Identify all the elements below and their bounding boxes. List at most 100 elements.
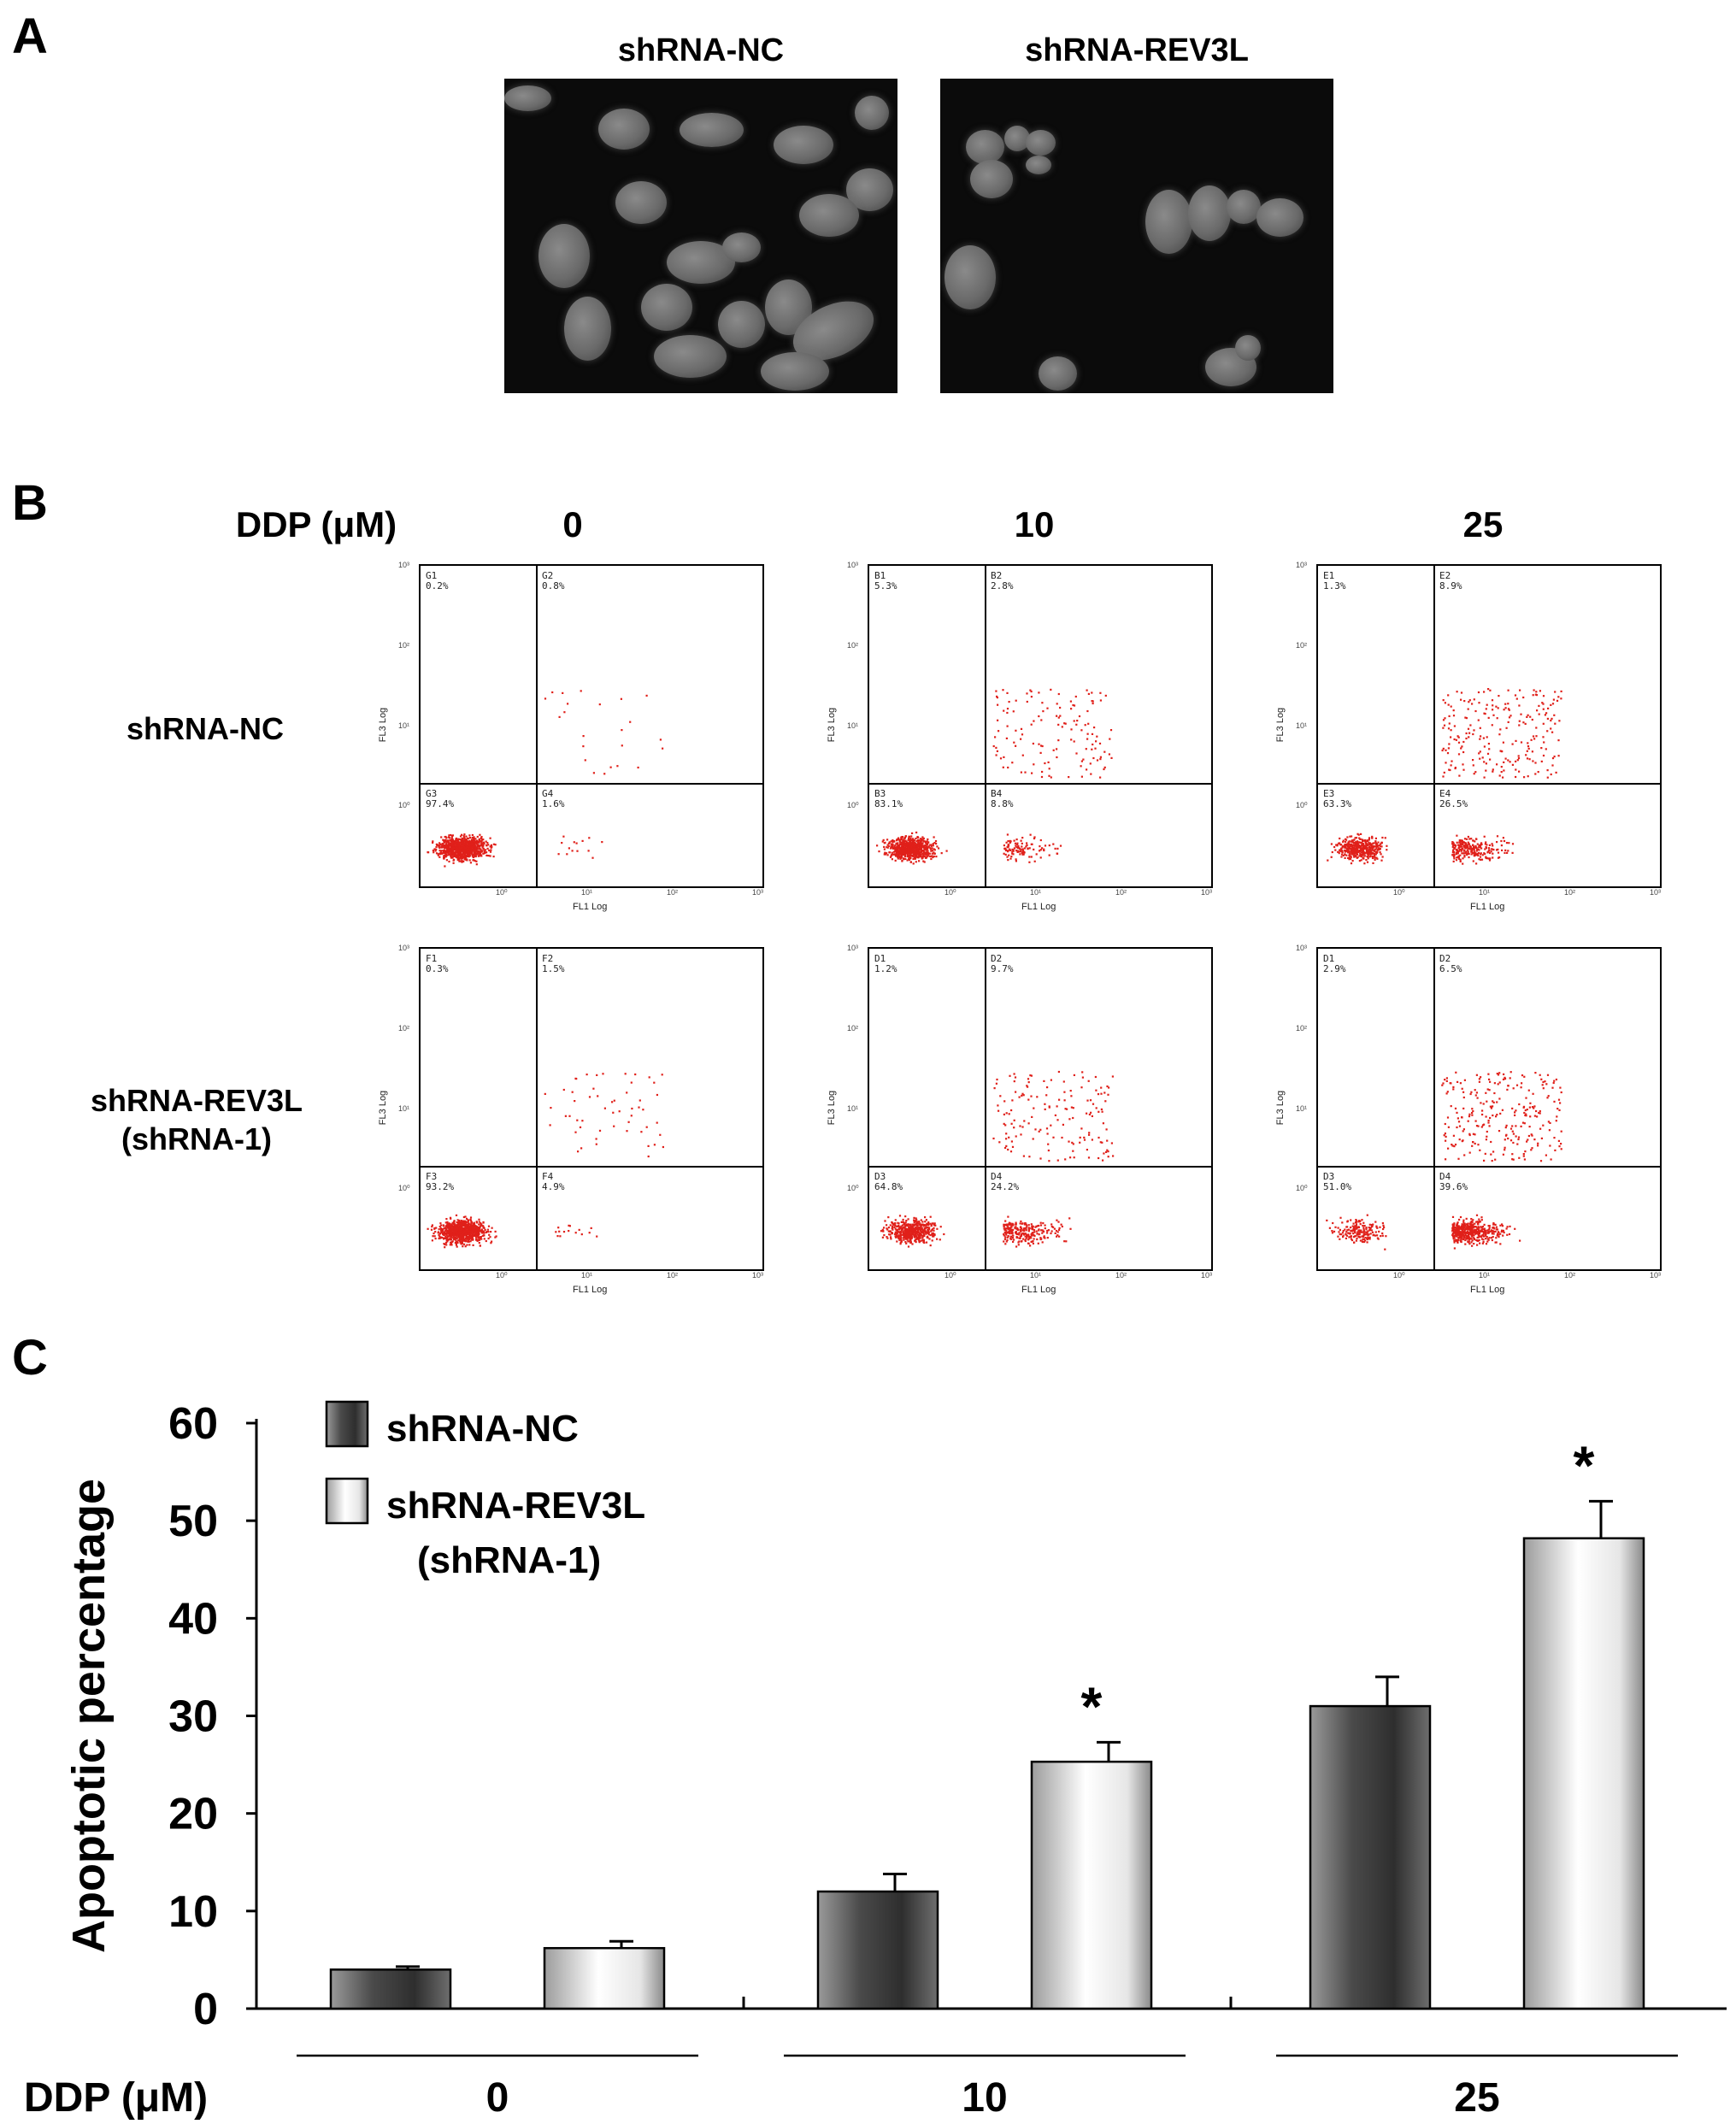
quadrant-percent: 39.6% xyxy=(1439,1181,1468,1193)
y-tick-label: 10 xyxy=(168,1887,218,1937)
bar-rev3l-10 xyxy=(1030,1760,1153,2010)
quadrant-percent: 8.9% xyxy=(1439,580,1462,592)
y-tick-label: 10⁰ xyxy=(1296,1184,1308,1193)
x-tick-label: 10² xyxy=(667,888,679,897)
quadrant-label-2: B2 2.8% xyxy=(991,570,1014,591)
y-tick-label: 10³ xyxy=(847,944,859,952)
quadrant-id: G4 xyxy=(542,788,554,799)
quadrant-label-4: D4 39.6% xyxy=(1439,1171,1468,1193)
legend-label-rev3l: shRNA-REV3L xyxy=(386,1485,645,1527)
quadrant-label-4: F4 4.9% xyxy=(542,1171,565,1193)
x-axis-label: FL1 Log xyxy=(573,1285,608,1295)
dose-header: DDP (μM) xyxy=(235,504,397,544)
quadrant-label-1: G1 0.2% xyxy=(426,570,449,592)
y-tick-label: 10⁰ xyxy=(398,1184,410,1193)
y-tick-label: 10² xyxy=(398,640,410,650)
y-tick-label: 60 xyxy=(168,1399,218,1449)
flow-plot-r0-c2: E1 1.3% E2 8.9% E3 63.3% E4 26.5% xyxy=(1316,564,1662,888)
x-tick-label: 10² xyxy=(1564,1271,1576,1280)
quadrant-id: G3 xyxy=(426,788,438,799)
x-category-label: 10 xyxy=(962,2075,1007,2121)
x-axis-label: FL1 Log xyxy=(1470,1285,1505,1295)
quadrant-label-3: G3 97.4% xyxy=(426,788,454,809)
y-tick-label: 10² xyxy=(847,640,859,650)
y-tick-label: 10³ xyxy=(398,561,410,569)
quadrant-percent: 4.9% xyxy=(542,1181,565,1193)
bar-nc-0 xyxy=(329,1968,452,2010)
x-category-label: 25 xyxy=(1454,2075,1499,2121)
legend-swatch-rev3l xyxy=(325,1477,369,1525)
x-category-label: 0 xyxy=(486,2075,509,2121)
y-tick-label: 10³ xyxy=(847,561,859,569)
flow-plot-r0-c1: B1 5.3% B2 2.8% B3 83.1% B4 8.8% xyxy=(868,564,1213,888)
legend-label-nc: shRNA-NC xyxy=(386,1408,579,1450)
quadrant-percent: 5.3% xyxy=(874,580,897,592)
y-tick-label: 20 xyxy=(168,1790,218,1839)
micrograph-title-rev3l: shRNA-REV3L xyxy=(1025,32,1249,68)
quadrant-id: D2 xyxy=(1439,953,1451,964)
quadrant-label-2: G2 0.8% xyxy=(542,570,565,592)
x-tick-label: 10¹ xyxy=(1030,888,1042,897)
quadrant-percent: 93.2% xyxy=(426,1181,455,1193)
x-tick-label: 10¹ xyxy=(1479,1271,1491,1280)
x-tick-label: 10¹ xyxy=(581,888,593,897)
x-axis-label: FL1 Log xyxy=(573,902,608,912)
quadrant-id: G2 xyxy=(542,570,554,581)
quadrant-id: D1 xyxy=(1323,953,1335,964)
y-tick-label: 0 xyxy=(193,1985,218,2034)
y-tick-label: 10⁰ xyxy=(398,801,410,810)
quadrant-id: E1 xyxy=(1323,570,1335,581)
quadrant-id: B4 xyxy=(991,788,1003,799)
y-tick-label: 10² xyxy=(1296,640,1308,650)
quadrant-label-2: D2 6.5% xyxy=(1439,953,1462,975)
x-tick-label: 10⁰ xyxy=(945,1271,956,1280)
quadrant-percent: 1.3% xyxy=(1323,580,1346,592)
flow-plot-r1-c1: D1 1.2% D2 9.7% D3 64.8% D4 24.2% xyxy=(868,947,1213,1271)
x-tick-label: 10¹ xyxy=(581,1271,593,1280)
quadrant-label-4: B4 8.8% xyxy=(991,788,1014,809)
y-tick-label: 10² xyxy=(1296,1023,1308,1033)
quadrant-percent: 1.5% xyxy=(542,963,565,975)
quadrant-id: D2 xyxy=(991,953,1003,964)
quadrant-id: B3 xyxy=(874,788,886,799)
micrograph-nc xyxy=(504,79,897,393)
quadrant-percent: 51.0% xyxy=(1323,1181,1352,1193)
x-tick-label: 10² xyxy=(1115,888,1127,897)
quadrant-percent: 6.5% xyxy=(1439,963,1462,975)
panel-a-letter: A xyxy=(12,9,48,64)
x-tick-label: 10⁰ xyxy=(496,888,508,897)
quadrant-percent: 64.8% xyxy=(874,1181,903,1193)
quadrant-percent: 0.2% xyxy=(426,580,449,592)
quadrant-id: F2 xyxy=(542,953,554,964)
quadrant-id: D4 xyxy=(1439,1171,1451,1182)
flow-plot-r0-c0: G1 0.2% G2 0.8% G3 97.4% G4 1.6% xyxy=(419,564,764,888)
significance-star: * xyxy=(1081,1675,1103,1737)
quadrant-id: D3 xyxy=(874,1171,886,1182)
x-tick-label: 10³ xyxy=(1650,1271,1662,1280)
x-tick-label: 10³ xyxy=(1650,888,1662,897)
quadrant-percent: 63.3% xyxy=(1323,798,1352,810)
y-tick-label: 10¹ xyxy=(847,721,859,730)
x-tick-label: 10³ xyxy=(1201,888,1213,897)
y-tick-label: 10¹ xyxy=(847,1103,859,1113)
quadrant-percent: 1.6% xyxy=(542,798,565,810)
y-tick-label: 10³ xyxy=(1296,561,1308,569)
quadrant-id: E4 xyxy=(1439,788,1451,799)
quadrant-id: F1 xyxy=(426,953,438,964)
x-tick-label: 10³ xyxy=(1201,1271,1213,1280)
quadrant-id: F4 xyxy=(542,1171,554,1182)
quadrant-label-3: F3 93.2% xyxy=(426,1171,455,1193)
y-tick-label: 40 xyxy=(168,1594,218,1644)
quadrant-percent: 83.1% xyxy=(874,798,903,810)
x-axis-label: FL1 Log xyxy=(1021,1285,1056,1295)
x-tick-label: 10¹ xyxy=(1030,1271,1042,1280)
quadrant-id: F3 xyxy=(426,1171,438,1182)
bar-nc-10 xyxy=(816,1890,939,2010)
quadrant-label-4: G4 1.6% xyxy=(542,788,565,810)
x-tick-label: 10³ xyxy=(752,888,764,897)
dose-label-10: 10 xyxy=(1014,504,1055,544)
y-tick-label: 10¹ xyxy=(398,1103,410,1113)
quadrant-id: E3 xyxy=(1323,788,1335,799)
quadrant-percent: 0.8% xyxy=(542,580,565,592)
